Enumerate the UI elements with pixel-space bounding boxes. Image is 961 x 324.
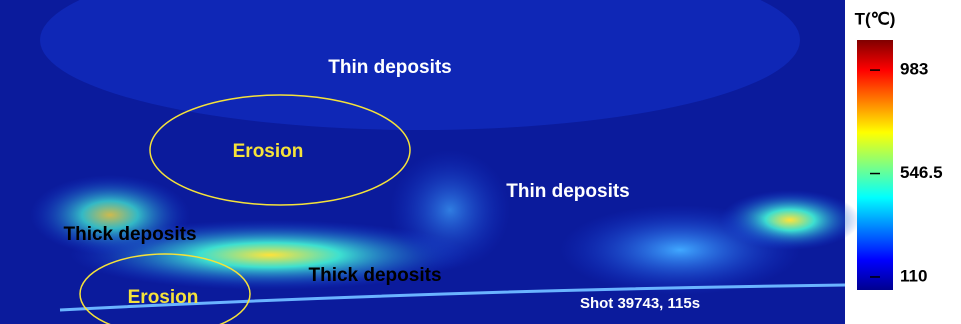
annotation: Thick deposits xyxy=(63,224,196,245)
tick-label: 110 xyxy=(900,266,927,285)
tick-label: 546.5 xyxy=(900,163,943,182)
warm-band xyxy=(390,150,510,270)
annotation: Erosion xyxy=(233,141,304,162)
annotation: Thick deposits xyxy=(308,265,441,286)
tick-label: 983 xyxy=(900,60,928,79)
warm-band xyxy=(560,205,800,295)
annotation: Thin deposits xyxy=(506,181,630,202)
page: Thin deposits Erosion Thin deposits Thic… xyxy=(0,0,961,324)
colorbar xyxy=(857,40,893,290)
figure: Thin deposits Erosion Thin deposits Thic… xyxy=(0,0,961,324)
annotation: Shot 39743, 115s xyxy=(580,295,700,312)
colorbar-title: T(℃) xyxy=(855,9,896,28)
annotation: Thin deposits xyxy=(328,57,452,78)
annotation: Erosion xyxy=(128,287,199,308)
